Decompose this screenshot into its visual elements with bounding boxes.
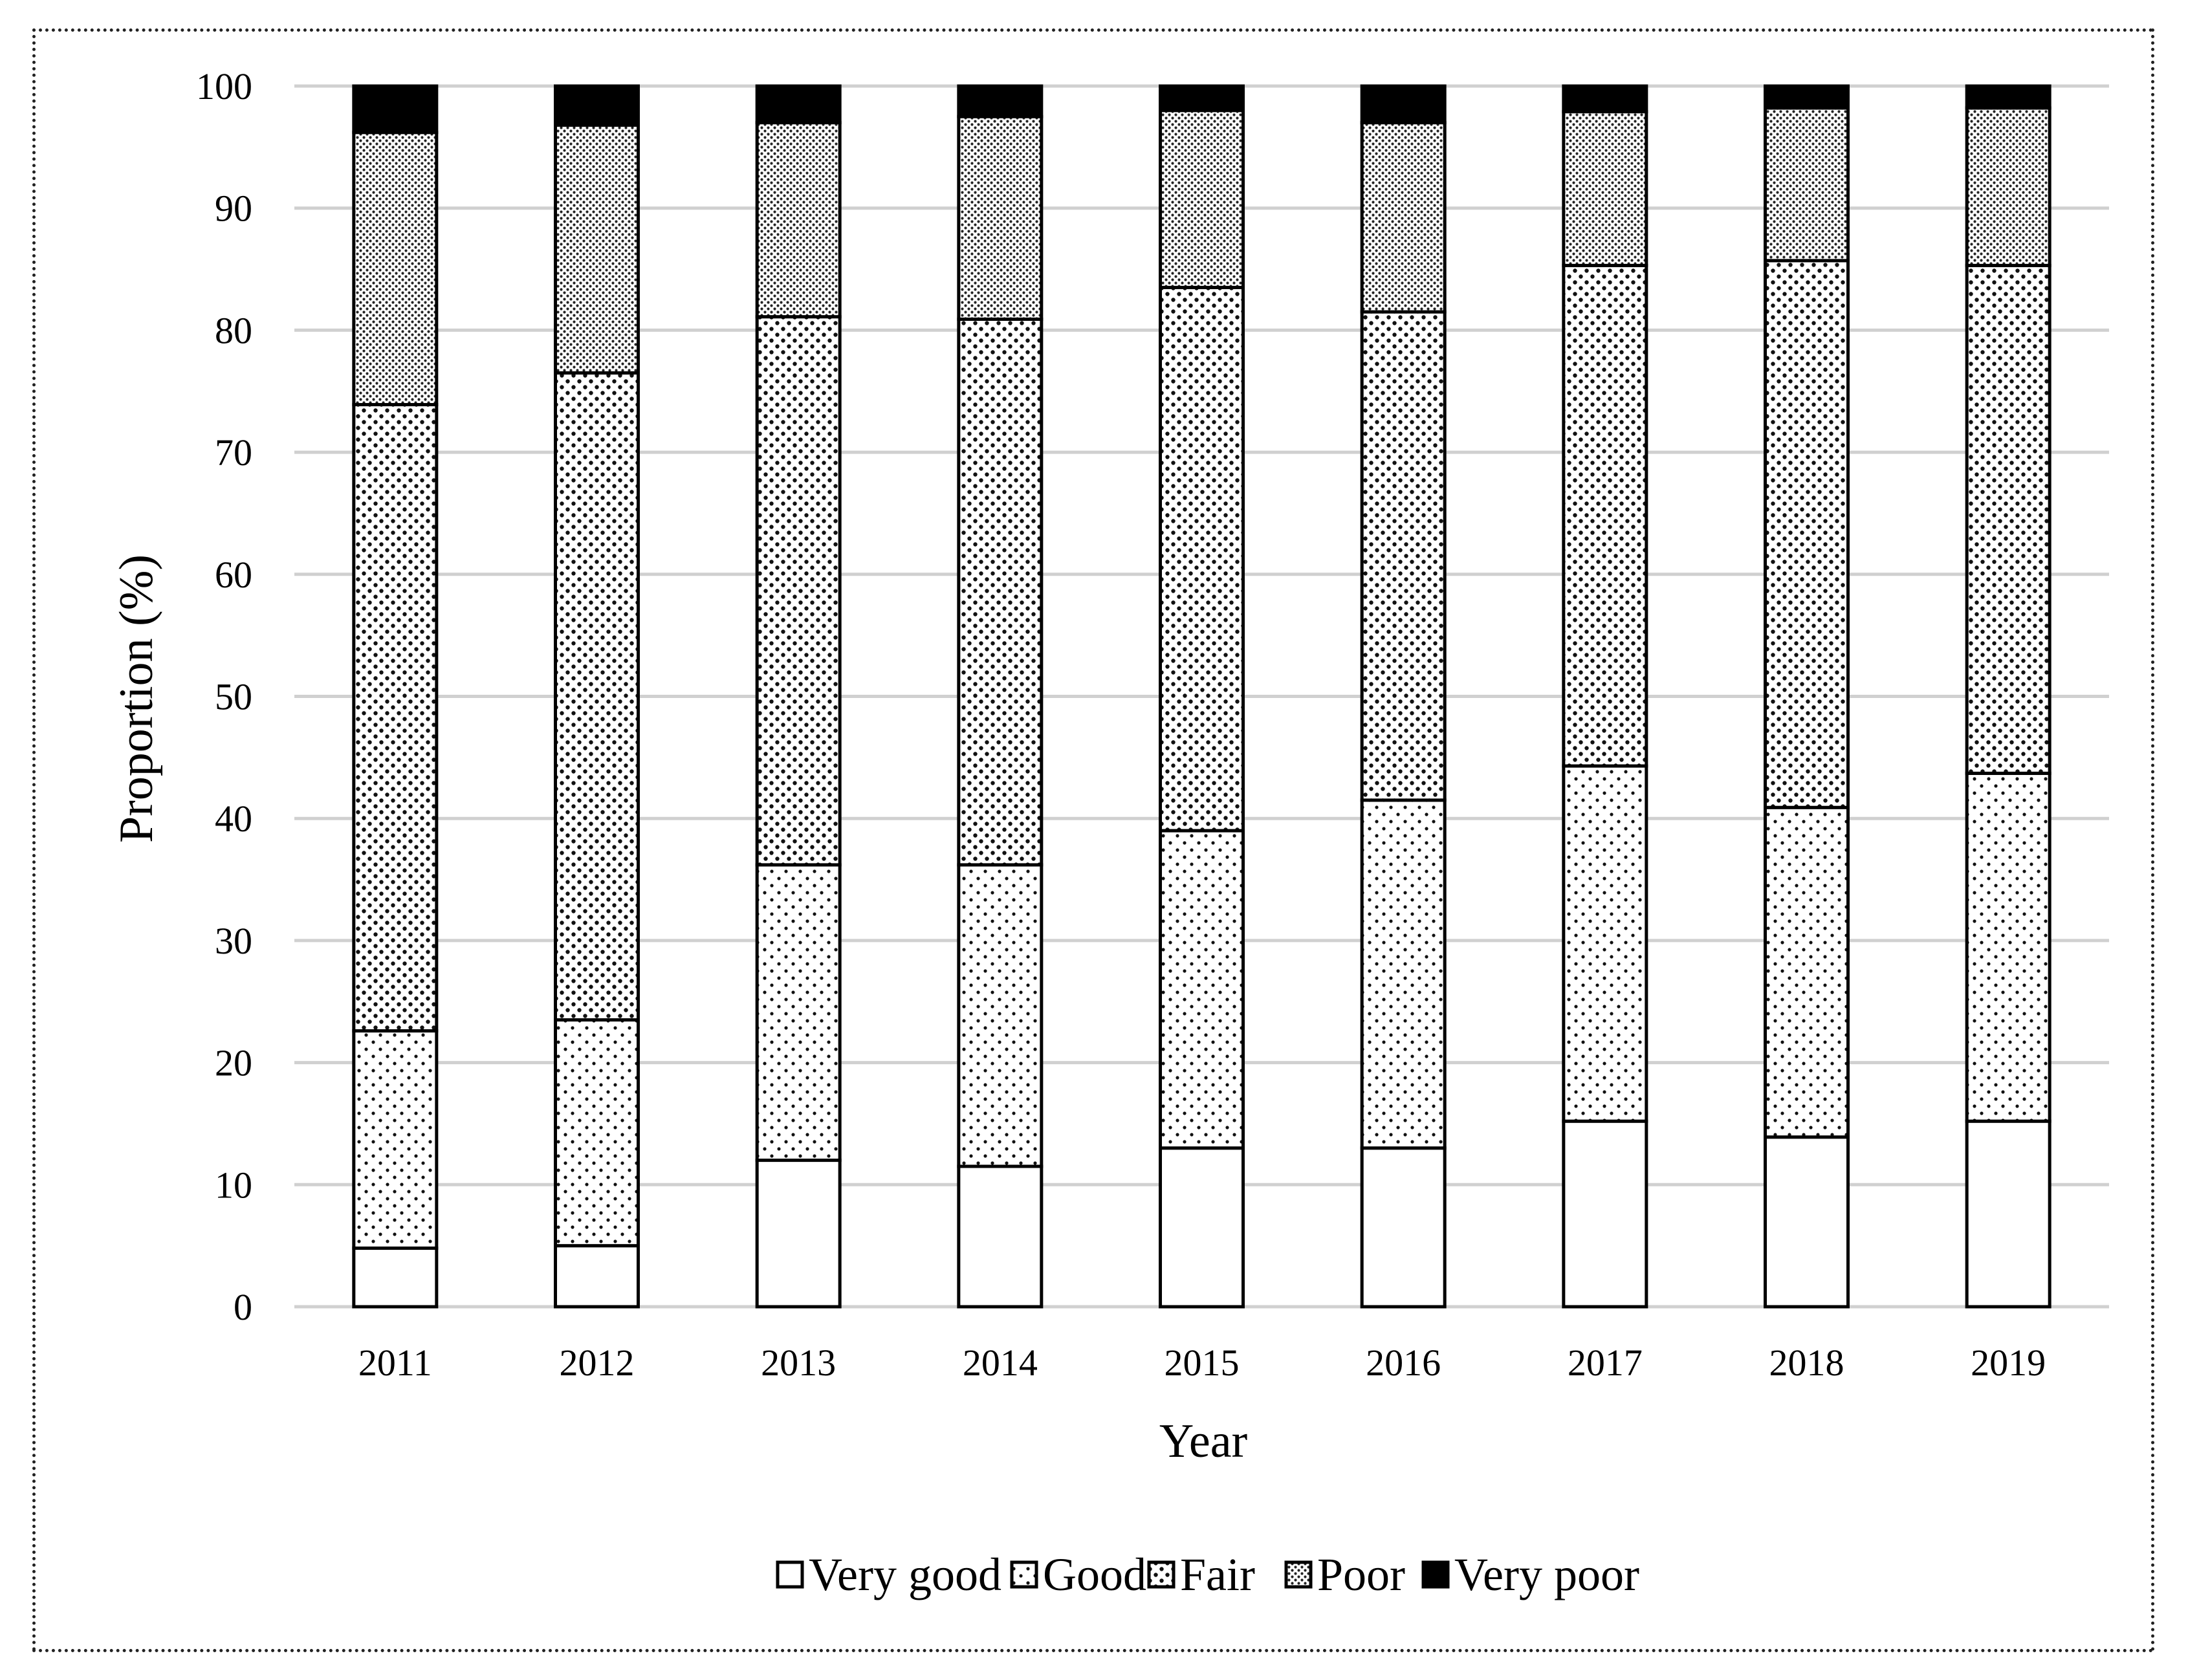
bar-poor-2013 — [755, 121, 842, 319]
y-axis-title: Proportion (%) — [110, 554, 163, 843]
x-tick-label-2014: 2014 — [963, 1342, 1038, 1384]
bar-good-2012 — [554, 1018, 640, 1248]
x-tick-label-2017: 2017 — [1568, 1342, 1643, 1384]
bar-very-poor-2015 — [1159, 84, 1245, 113]
bar-very-good-2011 — [352, 1246, 439, 1309]
x-tick-label-2018: 2018 — [1769, 1342, 1844, 1384]
y-tick-label-50: 50 — [215, 676, 252, 718]
x-tick-label-2012: 2012 — [560, 1342, 635, 1384]
bar-good-2015 — [1159, 829, 1245, 1150]
legend-label-fair: Fair — [1180, 1549, 1255, 1600]
legend-label-good: Good — [1043, 1549, 1146, 1600]
bar-very-poor-2014 — [957, 84, 1044, 118]
y-tick-label-60: 60 — [215, 554, 252, 596]
bar-good-2018 — [1764, 805, 1850, 1139]
legend-label-very-good: Very good — [809, 1549, 1001, 1600]
bar-very-good-2014 — [957, 1164, 1044, 1309]
bar-good-2014 — [957, 863, 1044, 1168]
bar-very-good-2018 — [1764, 1135, 1850, 1309]
bar-fair-2011 — [352, 403, 439, 1033]
bar-very-good-2012 — [554, 1244, 640, 1309]
legend-swatch-very-poor — [1421, 1560, 1450, 1589]
bar-poor-2012 — [554, 123, 640, 375]
bar-very-poor-2011 — [352, 84, 439, 135]
bar-good-2017 — [1562, 764, 1648, 1123]
legend-swatch-good — [1010, 1560, 1038, 1589]
bar-fair-2019 — [1965, 263, 2051, 775]
bar-very-poor-2012 — [554, 84, 640, 127]
bar-very-poor-2013 — [755, 84, 842, 125]
bar-very-good-2019 — [1965, 1119, 2051, 1309]
legend-swatch-very-good — [776, 1560, 804, 1589]
x-tick-label-2015: 2015 — [1165, 1342, 1240, 1384]
x-tick-label-2013: 2013 — [761, 1342, 836, 1384]
bar-fair-2015 — [1159, 285, 1245, 833]
bar-very-poor-2019 — [1965, 84, 2051, 110]
bar-very-good-2015 — [1159, 1146, 1245, 1309]
x-tick-label-2016: 2016 — [1366, 1342, 1441, 1384]
y-tick-label-100: 100 — [196, 65, 252, 107]
legend: Very good Good Fair Poor Very poor — [776, 1549, 1639, 1600]
bars — [352, 84, 2051, 1309]
bar-fair-2013 — [755, 315, 842, 867]
x-tick-label-2019: 2019 — [1971, 1342, 2046, 1384]
bar-very-good-2016 — [1360, 1146, 1447, 1309]
bar-poor-2019 — [1965, 106, 2051, 267]
bar-fair-2014 — [957, 317, 1044, 867]
y-tick-label-20: 20 — [215, 1042, 252, 1084]
bar-poor-2014 — [957, 115, 1044, 321]
bar-fair-2016 — [1360, 310, 1447, 802]
legend-swatch-poor — [1284, 1560, 1313, 1589]
y-tick-label-70: 70 — [215, 431, 252, 474]
bar-very-poor-2017 — [1562, 84, 1648, 114]
bar-good-2013 — [755, 863, 842, 1162]
bar-very-good-2013 — [755, 1159, 842, 1309]
bar-very-poor-2016 — [1360, 84, 1447, 125]
bar-fair-2012 — [554, 371, 640, 1022]
y-tick-label-30: 30 — [215, 920, 252, 962]
bar-good-2011 — [352, 1029, 439, 1250]
x-tick-label-2011: 2011 — [358, 1342, 432, 1384]
x-axis-ticks: 2011 2012 2013 2014 2015 2016 2017 2018 2019 — [358, 1342, 2046, 1384]
legend-swatch-fair — [1147, 1560, 1176, 1589]
legend-label-poor: Poor — [1317, 1549, 1405, 1600]
y-tick-label-10: 10 — [215, 1164, 252, 1206]
y-axis-ticks: 0 10 20 30 40 50 60 70 80 90 100 — [196, 65, 252, 1328]
y-tick-label-80: 80 — [215, 309, 252, 351]
y-tick-label-0: 0 — [234, 1286, 252, 1328]
bar-poor-2011 — [352, 131, 439, 407]
bar-fair-2018 — [1764, 259, 1850, 809]
legend-label-very-poor: Very poor — [1454, 1549, 1639, 1600]
bar-poor-2016 — [1360, 121, 1447, 314]
x-axis-title: Year — [1159, 1415, 1247, 1468]
figure-frame — [32, 28, 2154, 1652]
bar-good-2016 — [1360, 798, 1447, 1150]
y-tick-label-90: 90 — [215, 188, 252, 230]
bar-poor-2018 — [1764, 106, 1850, 263]
bar-good-2019 — [1965, 771, 2051, 1123]
bar-poor-2015 — [1159, 109, 1245, 289]
bar-very-good-2017 — [1562, 1119, 1648, 1309]
bar-very-poor-2018 — [1764, 84, 1850, 110]
bar-poor-2017 — [1562, 110, 1648, 267]
y-tick-label-40: 40 — [215, 798, 252, 840]
bar-fair-2017 — [1562, 263, 1648, 768]
